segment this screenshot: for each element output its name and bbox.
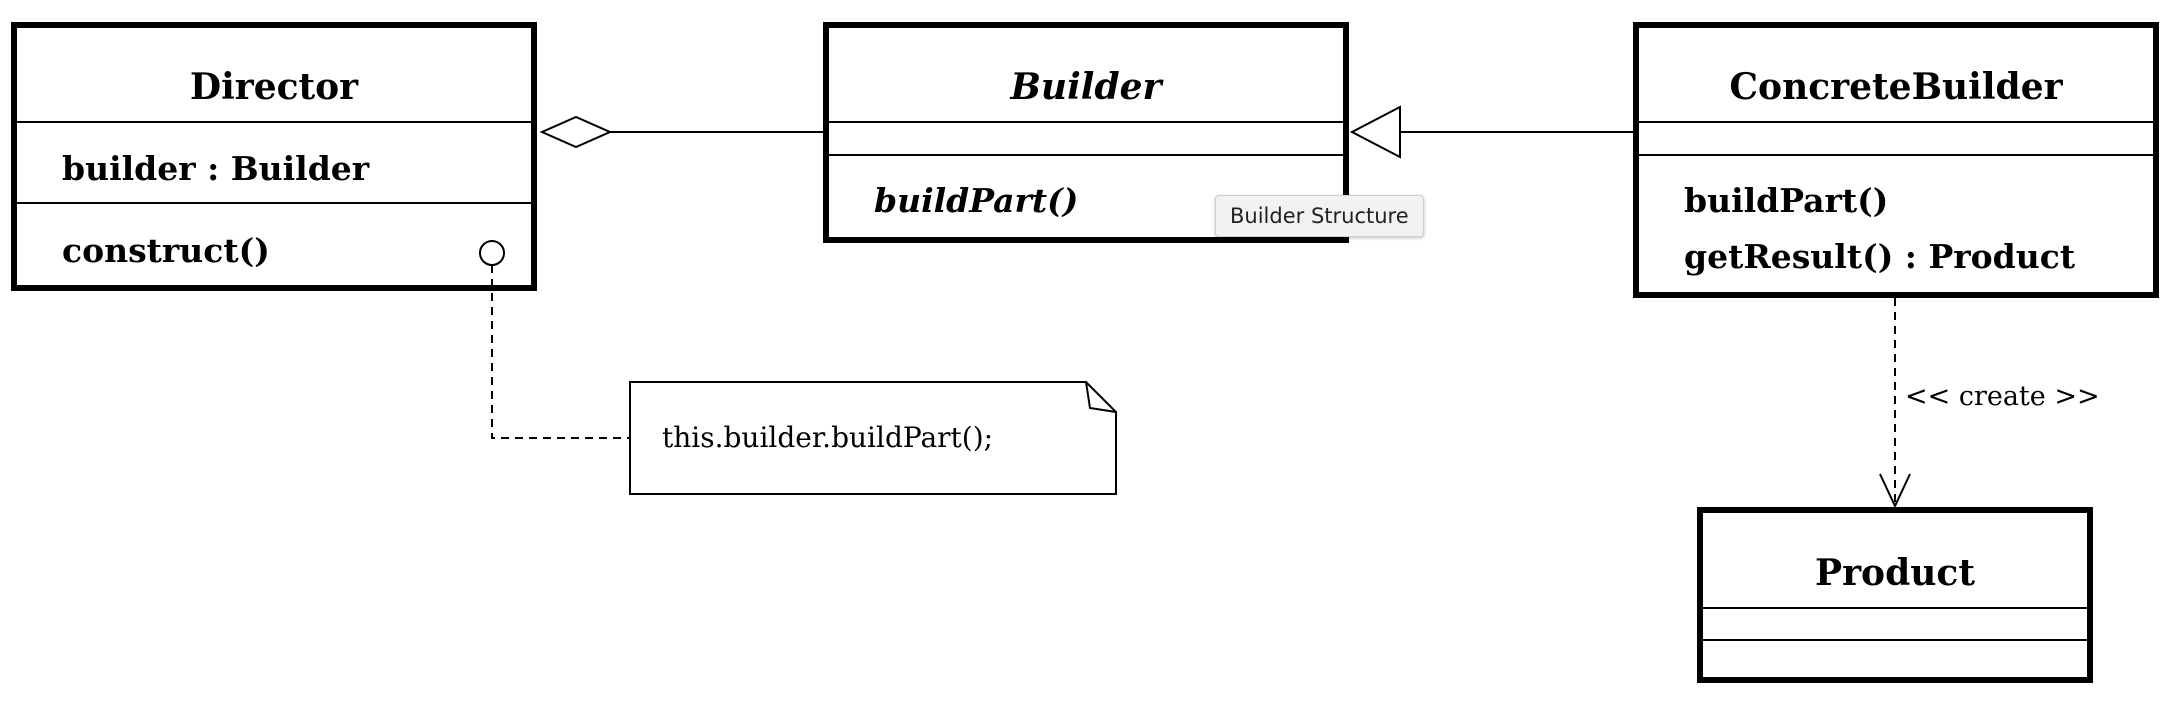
note-text: this.builder.buildPart();	[662, 421, 993, 454]
class-concrete-builder-box	[1633, 22, 2159, 298]
aggregation-diamond	[539, 115, 613, 149]
relation-dependency: << create >>	[1879, 298, 2100, 509]
dependency-arrowhead	[1879, 473, 1911, 509]
dependency-label: << create >>	[1905, 381, 2100, 412]
class-builder-name: Builder	[1010, 66, 1165, 108]
class-concrete-builder-operation-2: getResult() : Product	[1684, 237, 2076, 276]
note[interactable]: this.builder.buildPart();	[629, 381, 1117, 495]
class-director-name: Director	[190, 66, 359, 108]
class-builder-operation: buildPart()	[874, 181, 1078, 220]
note-connector-line	[491, 265, 630, 439]
note-anchor-circle	[479, 240, 505, 266]
relation-aggregation	[539, 115, 823, 149]
class-product-name: Product	[1815, 552, 1975, 594]
class-director-attribute: builder : Builder	[62, 149, 370, 188]
class-concrete-builder-name: ConcreteBuilder	[1729, 66, 2063, 108]
class-concrete-builder-operation-1: buildPart()	[1684, 181, 1888, 220]
relation-generalization	[1349, 105, 1633, 159]
note-box	[629, 381, 1117, 495]
class-product-box	[1697, 507, 2093, 683]
class-director-operation: construct()	[62, 231, 270, 270]
tooltip: Builder Structure	[1215, 195, 1424, 237]
note-connector	[491, 265, 630, 439]
generalization-triangle	[1349, 105, 1401, 159]
class-product[interactable]: Product	[1697, 507, 2093, 683]
class-director-box	[11, 22, 537, 291]
class-builder[interactable]: Builder buildPart()	[823, 22, 1349, 243]
class-concrete-builder[interactable]: ConcreteBuilder buildPart() getResult() …	[1633, 22, 2159, 298]
class-director[interactable]: Director builder : Builder construct()	[11, 22, 537, 291]
note-folded-corner	[1085, 381, 1117, 413]
